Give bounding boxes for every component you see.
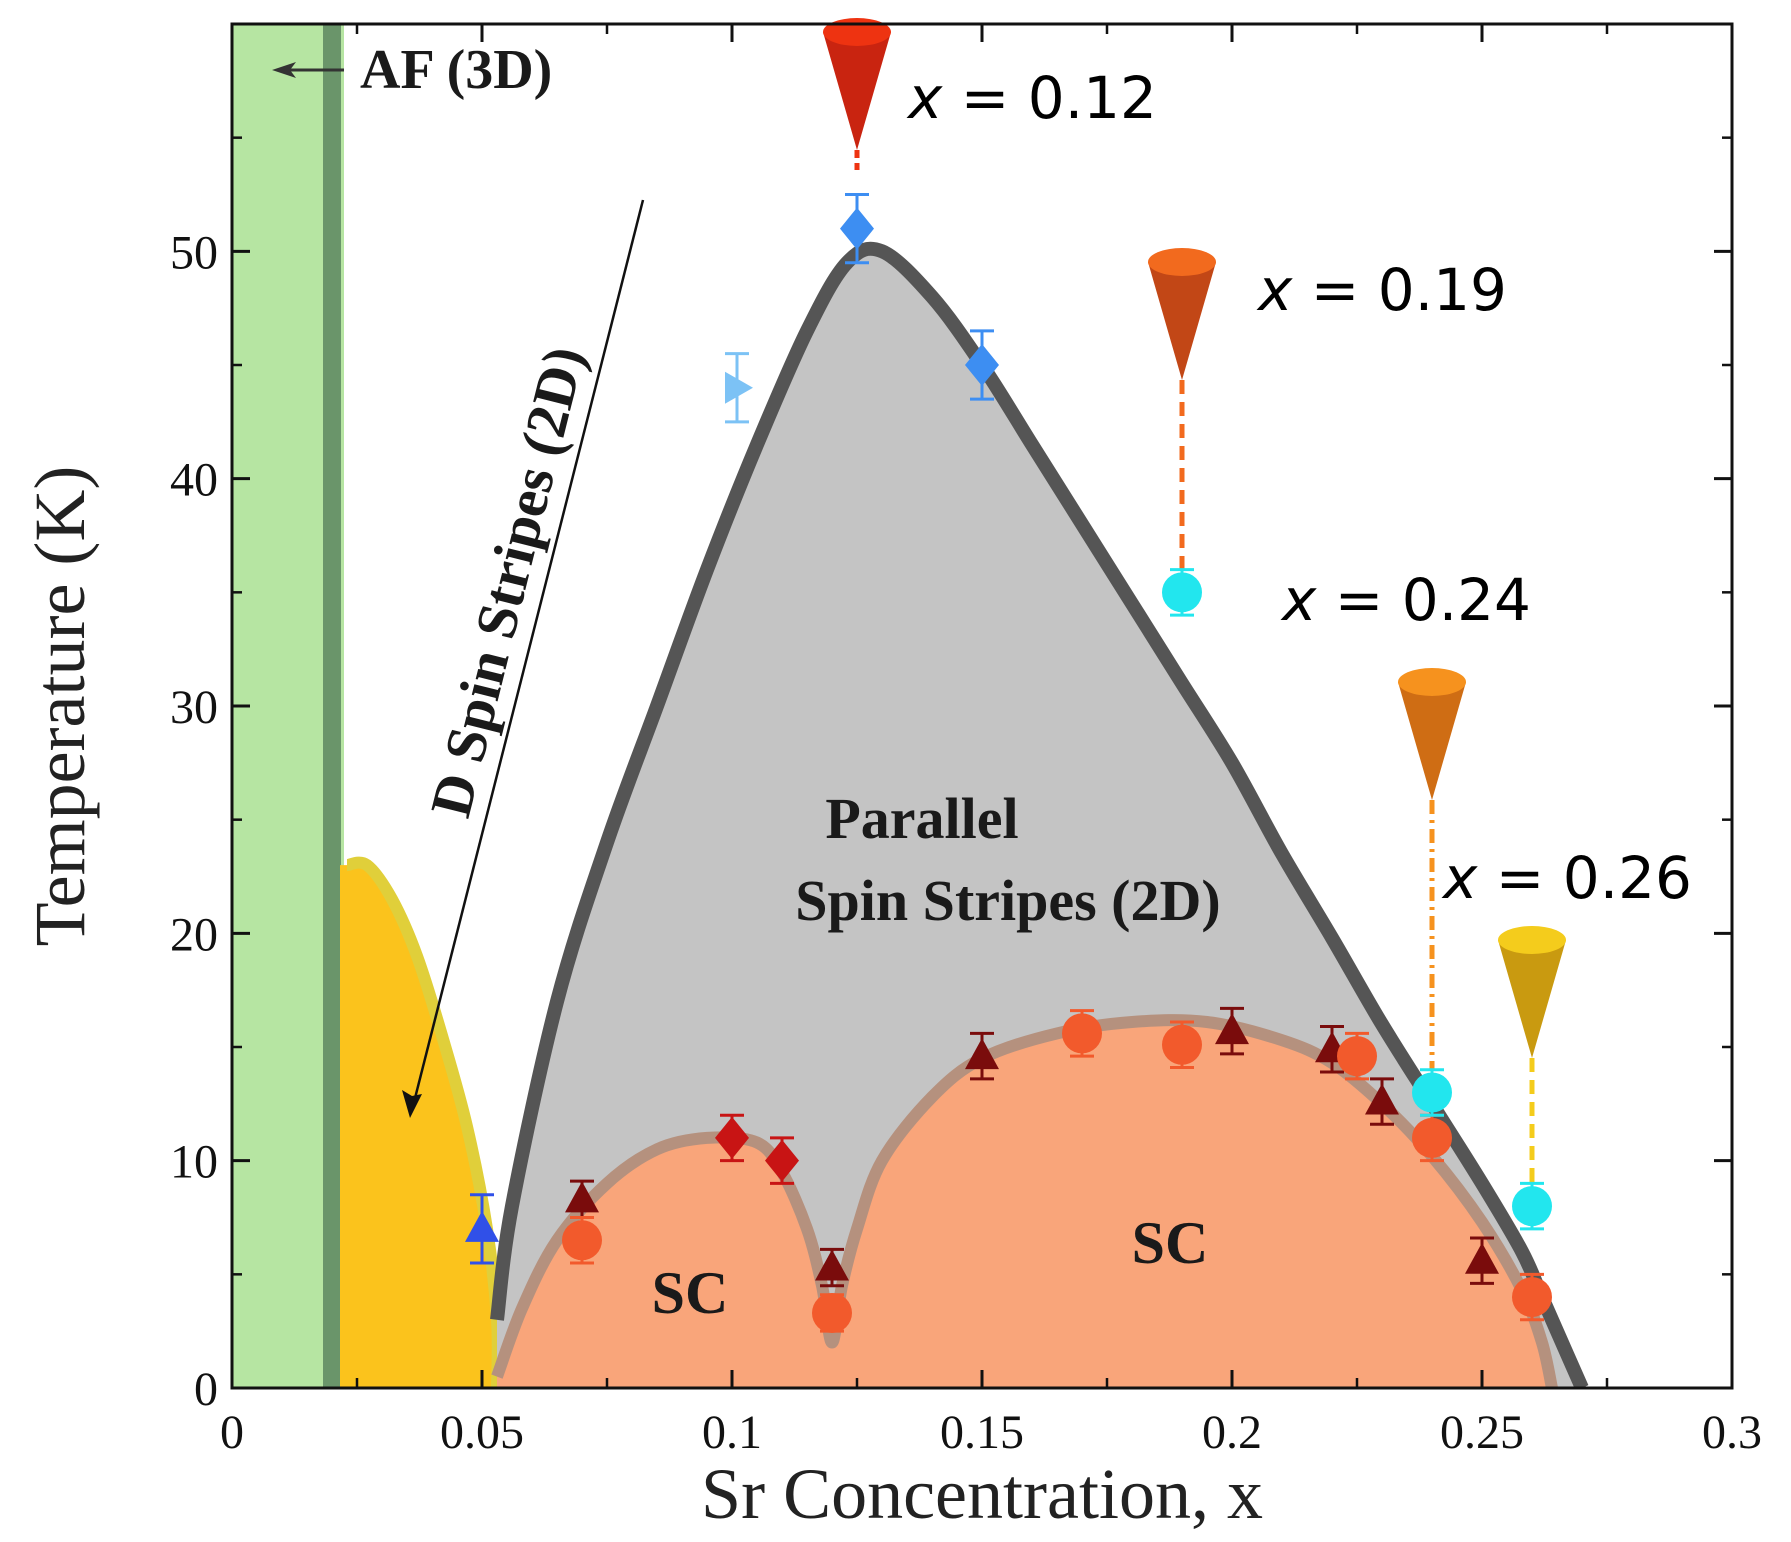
superconducting-region: [497, 1020, 1552, 1388]
marker: [765, 1139, 799, 1182]
diagonal-stripes-region: [340, 862, 498, 1388]
dark-red-triangles-point: [1465, 1236, 1499, 1285]
probe-cone: [1148, 262, 1216, 380]
probe-cone: [823, 32, 891, 150]
x-axis-title: Sr Concentration, x: [701, 1454, 1263, 1534]
x-tick-label: 0.25: [1440, 1406, 1524, 1459]
x-tick-label: 0.3: [1702, 1406, 1762, 1459]
orange-circles-point: [562, 1216, 602, 1265]
y-tick-label: 50: [170, 226, 218, 279]
blue-diamonds-point: [965, 329, 999, 401]
probe-cone-top: [1398, 668, 1466, 696]
orange-circles-point: [1512, 1272, 1552, 1322]
orange-circles-point: [812, 1292, 852, 1333]
marker: [1412, 1072, 1452, 1113]
marker: [725, 371, 753, 404]
orange-circles-point: [1337, 1031, 1377, 1081]
probe-3: x = 0.26: [1441, 844, 1692, 1185]
blue-triangle-point: [465, 1193, 499, 1265]
probe-label: x = 0.12: [906, 64, 1157, 132]
probe-cone: [1398, 682, 1466, 800]
probe-0: x = 0.12: [823, 18, 1157, 170]
x-tick-label: 0.2: [1202, 1406, 1262, 1459]
marker: [965, 1038, 999, 1070]
marker: [1465, 1242, 1499, 1274]
light-blue-triangle-point: [725, 352, 753, 424]
af-label: AF (3D): [360, 39, 552, 101]
dark-red-triangles-point: [1215, 1006, 1249, 1056]
plot-frame: [230, 22, 1734, 1390]
diagonal-stripes-label: D Spin Stripes (2D): [418, 340, 598, 823]
marker: [465, 1210, 499, 1242]
af-annotation: AF (3D): [272, 39, 552, 101]
marker: [1162, 1024, 1202, 1065]
marker: [1512, 1186, 1552, 1227]
marker: [1337, 1036, 1377, 1077]
marker: [715, 1116, 749, 1159]
red-diamonds-point: [715, 1113, 749, 1163]
probe-cone-top: [823, 18, 891, 46]
parallel-stripes-label-line2: Spin Stripes (2D): [795, 868, 1220, 933]
probe-label: x = 0.24: [1280, 566, 1531, 634]
y-tick-label: 40: [170, 454, 218, 507]
marker: [1512, 1277, 1552, 1318]
marker: [1412, 1117, 1452, 1158]
x-tick-label: 0: [220, 1406, 244, 1459]
red-diamonds-point: [765, 1136, 799, 1185]
probe-cone: [1498, 940, 1566, 1058]
orange-circles-point: [1162, 1020, 1202, 1069]
data-points: [465, 193, 1552, 1333]
marker: [1062, 1013, 1102, 1054]
marker: [1162, 572, 1202, 613]
probe-1: x = 0.19: [1148, 248, 1507, 571]
marker: [965, 344, 999, 386]
blue-diamonds-point: [840, 193, 874, 265]
parallel-stripes-label-line1: Parallel: [825, 786, 1018, 851]
dark-red-triangles-point: [965, 1031, 999, 1081]
sc-label-left: SC: [652, 1260, 729, 1326]
cyan-circles-point: [1412, 1068, 1452, 1117]
y-tick-label: 10: [170, 1136, 218, 1189]
marker: [565, 1181, 599, 1213]
marker: [1365, 1083, 1399, 1115]
probe-label: x = 0.26: [1441, 844, 1692, 912]
cyan-circles-point: [1162, 568, 1202, 617]
y-axis-title: Temperature (K): [20, 466, 100, 947]
marker: [840, 207, 874, 250]
probe-label: x = 0.19: [1256, 256, 1507, 324]
y-tick-label: 20: [170, 908, 218, 961]
marker: [562, 1220, 602, 1261]
dark-red-triangles-point: [815, 1247, 849, 1288]
probe-cone-top: [1148, 248, 1216, 276]
marker: [812, 1292, 852, 1333]
orange-circles-point: [1062, 1009, 1102, 1058]
axis-ticks: 0 0.05 0.1 0.15 0.2 0.25 0.3 0 10 20 30 40 50: [170, 24, 1762, 1459]
x-tick-label: 0.1: [702, 1406, 762, 1459]
cyan-circles-point: [1512, 1181, 1552, 1231]
marker: [1215, 1013, 1249, 1045]
dark-red-triangles-point: [1365, 1077, 1399, 1126]
y-tick-label: 30: [170, 681, 218, 734]
y-tick-label: 0: [194, 1363, 218, 1416]
probe-2: x = 0.24: [1280, 566, 1531, 1071]
sc-label-right: SC: [1132, 1210, 1209, 1276]
x-tick-label: 0.05: [440, 1406, 524, 1459]
probe-cone-top: [1498, 926, 1566, 954]
probe-markers: x = 0.12 x = 0.19 x = 0.24 x = 0.26: [823, 18, 1692, 1185]
marker: [815, 1249, 849, 1281]
x-tick-label: 0.15: [940, 1406, 1024, 1459]
